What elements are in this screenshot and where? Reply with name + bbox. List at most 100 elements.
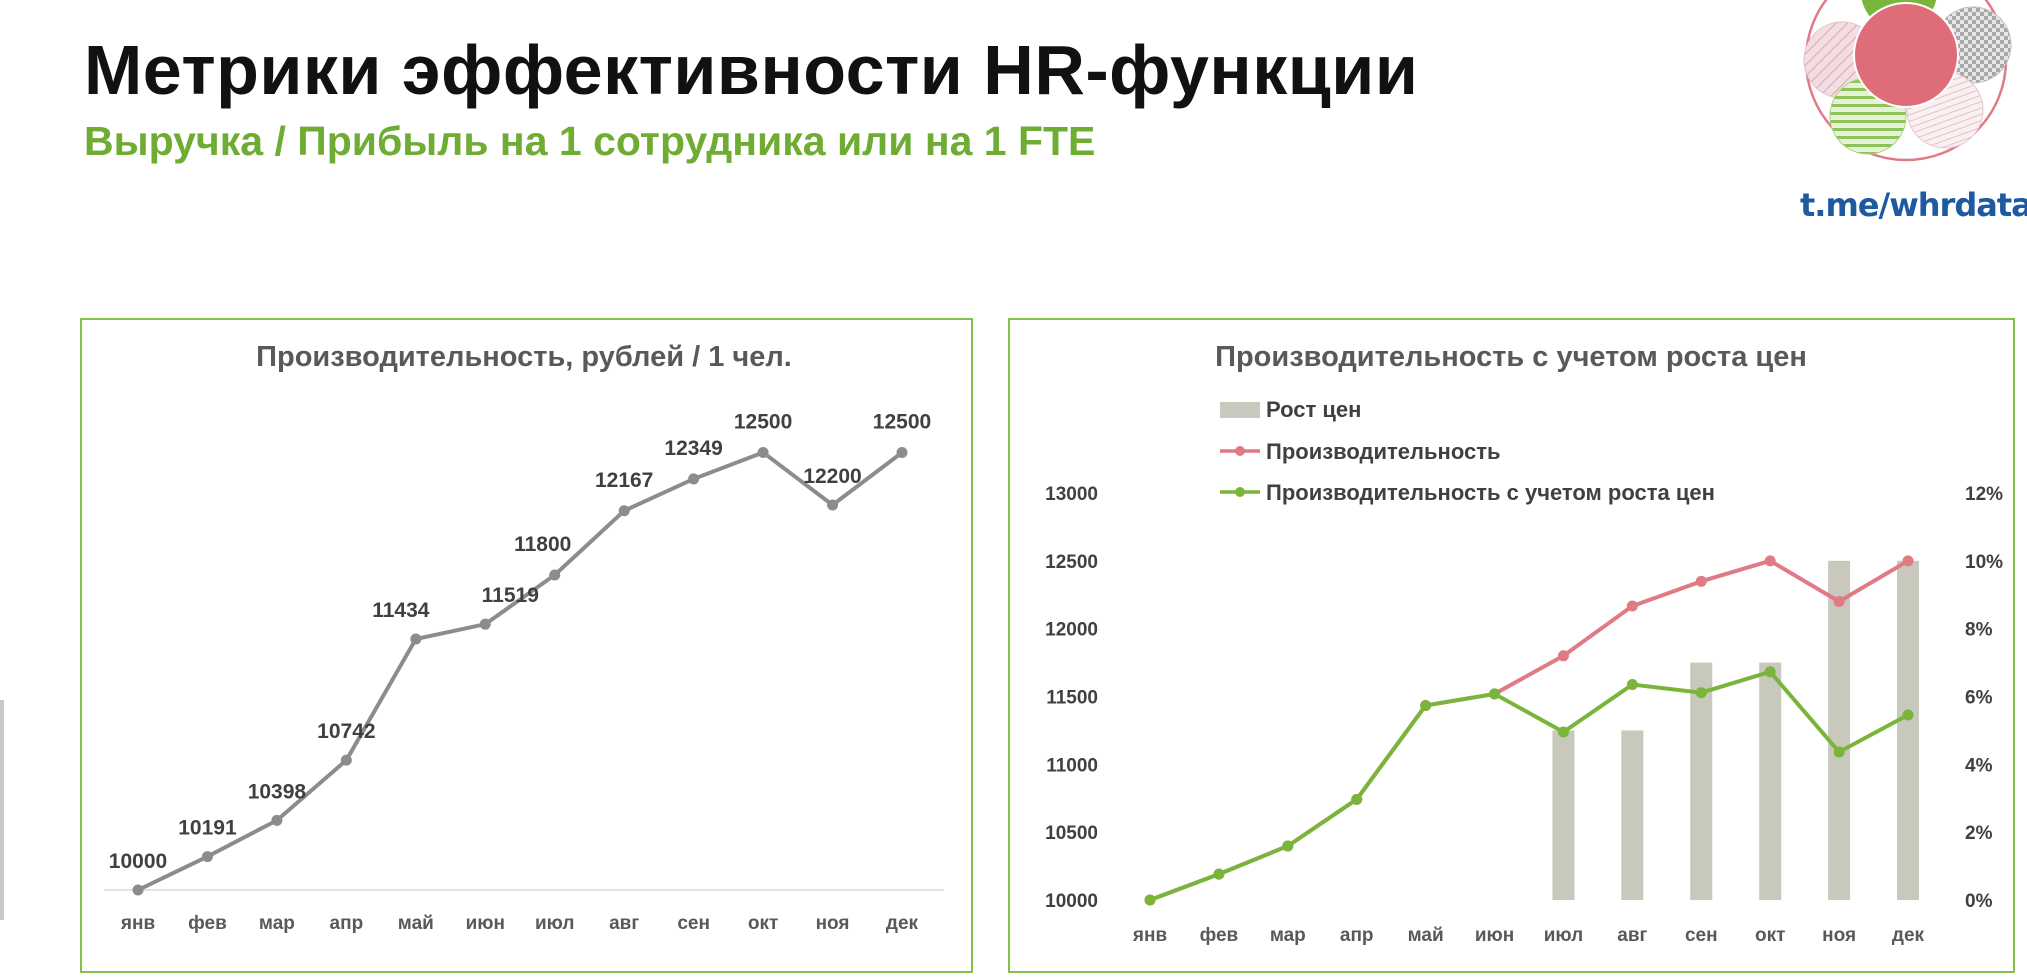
data-label: 11800 bbox=[514, 533, 571, 556]
productivity-point bbox=[1695, 575, 1707, 587]
price-growth-bar bbox=[1690, 662, 1713, 900]
data-label: 11519 bbox=[482, 584, 539, 607]
adjusted-productivity-point bbox=[1833, 746, 1845, 758]
edge-decoration bbox=[0, 700, 4, 920]
productivity-point bbox=[1557, 650, 1569, 662]
data-label: 12349 bbox=[664, 437, 722, 460]
x-tick-label: мар bbox=[1270, 925, 1306, 946]
data-point bbox=[340, 754, 352, 766]
y2-tick-label: 8% bbox=[1965, 620, 1993, 641]
data-label: 10191 bbox=[178, 817, 237, 840]
telegram-link[interactable]: t.me/whrdata bbox=[1800, 186, 2027, 224]
adjusted-productivity-point bbox=[1351, 793, 1363, 805]
data-label: 12500 bbox=[873, 411, 931, 434]
x-tick-label: фев bbox=[188, 913, 227, 934]
x-tick-label: июл bbox=[535, 913, 575, 934]
x-tick-label: авг bbox=[1617, 925, 1647, 946]
price-growth-bar bbox=[1552, 730, 1575, 900]
x-tick-label: мар bbox=[259, 913, 295, 934]
adjusted-productivity-point bbox=[1557, 726, 1569, 738]
data-point bbox=[479, 618, 491, 630]
data-point bbox=[132, 884, 144, 896]
productivity-point bbox=[1833, 596, 1845, 608]
x-tick-label: май bbox=[398, 913, 434, 934]
x-tick-label: янв bbox=[1132, 925, 1167, 946]
y2-tick-label: 10% bbox=[1965, 552, 2003, 573]
x-tick-label: янв bbox=[120, 913, 155, 934]
logo-center bbox=[1853, 2, 1959, 108]
x-tick-label: май bbox=[1408, 925, 1444, 946]
adjusted-productivity-point bbox=[1695, 687, 1707, 699]
y2-tick-label: 12% bbox=[1965, 484, 2003, 505]
data-label: 10000 bbox=[109, 850, 167, 873]
chart-title: Производительность с учетом роста цен bbox=[1215, 341, 1807, 373]
x-tick-label: сен bbox=[677, 913, 710, 934]
legend-label-adjusted: Производительность с учетом роста цен bbox=[1266, 480, 1715, 505]
x-tick-label: ноя bbox=[816, 913, 850, 934]
productivity-chart: Производительность, рублей / 1 чел. 1000… bbox=[104, 341, 944, 934]
page-subtitle: Выручка / Прибыль на 1 сотрудника или на… bbox=[84, 118, 1096, 164]
x-tick-label: окт bbox=[1755, 925, 1785, 946]
data-point bbox=[549, 569, 561, 581]
y-tick-label: 10000 bbox=[1045, 891, 1098, 912]
data-point bbox=[410, 633, 422, 645]
y-tick-label: 12500 bbox=[1045, 552, 1098, 573]
x-tick-label: фев bbox=[1200, 925, 1239, 946]
y-tick-label: 11000 bbox=[1046, 755, 1098, 776]
legend-label-productivity: Производительность bbox=[1266, 439, 1501, 464]
adjusted-productivity-line bbox=[1149, 669, 1909, 902]
x-tick-label: июн bbox=[1475, 925, 1514, 946]
adjusted-productivity-point bbox=[1902, 709, 1914, 721]
page-title: Метрики эффективности HR-функции bbox=[84, 31, 1419, 109]
data-label: 10742 bbox=[317, 720, 375, 743]
x-tick-label: ноя bbox=[1822, 925, 1856, 946]
chart-panel-price-adjusted: Производительность с учетом роста цен Ро… bbox=[1008, 318, 2015, 973]
legend-label-price-growth: Рост цен bbox=[1266, 397, 1361, 422]
data-label: 12500 bbox=[734, 411, 792, 434]
legend: Рост цен Производительность Производител… bbox=[1220, 397, 1715, 505]
data-label: 12200 bbox=[803, 465, 861, 488]
x-tick-label: апр bbox=[1340, 925, 1374, 946]
price-growth-bar bbox=[1759, 662, 1782, 900]
adjusted-productivity-point bbox=[1213, 868, 1225, 880]
data-point bbox=[271, 814, 283, 826]
data-point bbox=[757, 447, 769, 458]
x-tick-label: дек bbox=[1892, 925, 1925, 946]
y-tick-label: 11500 bbox=[1046, 688, 1098, 709]
adjusted-productivity-point bbox=[1489, 688, 1501, 700]
adjusted-productivity-point bbox=[1420, 699, 1432, 711]
price-adjusted-chart: Производительность с учетом роста цен Ро… bbox=[1045, 341, 2003, 946]
y-tick-label: 10500 bbox=[1045, 823, 1098, 844]
x-tick-label: июл bbox=[1544, 925, 1584, 946]
legend-swatch-green-marker bbox=[1235, 487, 1245, 497]
productivity-point bbox=[1764, 555, 1776, 567]
x-tick-label: окт bbox=[748, 913, 778, 934]
data-label: 10398 bbox=[248, 780, 307, 803]
legend-swatch-pink-marker bbox=[1235, 446, 1245, 456]
adjusted-productivity-point bbox=[1626, 679, 1638, 691]
x-tick-label: авг bbox=[609, 913, 639, 934]
data-label: 12167 bbox=[595, 469, 653, 492]
y-tick-label: 12000 bbox=[1045, 620, 1098, 641]
x-tick-label: июн bbox=[466, 913, 505, 934]
x-tick-label: дек bbox=[886, 913, 919, 934]
adjusted-productivity-point bbox=[1764, 666, 1776, 678]
data-point bbox=[688, 473, 700, 485]
adjusted-productivity-point bbox=[1282, 840, 1294, 852]
legend-swatch-bar bbox=[1220, 402, 1260, 418]
chart-title: Производительность, рублей / 1 чел. bbox=[256, 341, 792, 373]
series-line bbox=[137, 450, 904, 892]
price-growth-bar bbox=[1621, 730, 1644, 900]
adjusted-productivity-point bbox=[1144, 894, 1156, 906]
data-point bbox=[618, 505, 630, 517]
y2-tick-label: 0% bbox=[1965, 891, 1993, 912]
y2-tick-label: 2% bbox=[1965, 823, 1993, 844]
data-point bbox=[827, 499, 839, 511]
data-label: 11434 bbox=[372, 599, 430, 622]
flower-logo bbox=[1803, 0, 2012, 162]
productivity-point bbox=[1626, 600, 1638, 612]
price-growth-bar bbox=[1828, 560, 1851, 900]
productivity-line bbox=[1149, 558, 1910, 902]
y2-tick-label: 6% bbox=[1965, 688, 1993, 709]
x-tick-label: сен bbox=[1685, 925, 1718, 946]
